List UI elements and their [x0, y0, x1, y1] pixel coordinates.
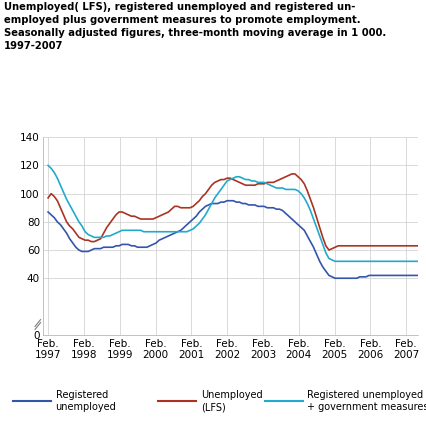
Unemployed
(LFS) — [202, 191, 207, 196]
Registered unemployed
+ government measures — [82, 229, 87, 234]
Registered unemployed
+ government measures — [46, 163, 51, 168]
Line: Registered
unemployed: Registered unemployed — [48, 201, 417, 278]
Text: Unemployed( LFS), registered unemployed and registered un-
employed plus governm: Unemployed( LFS), registered unemployed … — [4, 2, 386, 51]
Unemployed
(LFS) — [397, 243, 402, 248]
Unemployed
(LFS) — [289, 171, 294, 176]
Unemployed
(LFS) — [132, 214, 137, 219]
Line: Unemployed
(LFS): Unemployed (LFS) — [48, 174, 417, 250]
Registered
unemployed — [397, 273, 402, 278]
Registered unemployed
+ government measures — [393, 259, 398, 264]
Registered
unemployed — [82, 249, 87, 254]
Registered
unemployed — [224, 198, 229, 203]
Registered unemployed
+ government measures — [276, 185, 282, 190]
Unemployed
(LFS) — [298, 177, 303, 182]
Registered
unemployed — [415, 273, 420, 278]
Text: Unemployed
(LFS): Unemployed (LFS) — [200, 390, 262, 412]
Text: Registered unemployed
+ government measures: Registered unemployed + government measu… — [307, 390, 426, 412]
Registered
unemployed — [298, 225, 303, 230]
Registered
unemployed — [46, 209, 51, 214]
Unemployed
(LFS) — [82, 238, 87, 243]
Registered
unemployed — [132, 243, 137, 248]
Text: Registered
unemployed: Registered unemployed — [55, 390, 116, 412]
Registered unemployed
+ government measures — [132, 228, 137, 233]
Registered unemployed
+ government measures — [295, 188, 300, 193]
Line: Registered unemployed
+ government measures: Registered unemployed + government measu… — [48, 166, 417, 261]
Unemployed
(LFS) — [325, 248, 331, 253]
Registered
unemployed — [202, 204, 207, 209]
Registered
unemployed — [279, 208, 285, 213]
Registered unemployed
+ government measures — [415, 259, 420, 264]
Unemployed
(LFS) — [46, 195, 51, 200]
Registered unemployed
+ government measures — [332, 259, 337, 264]
Unemployed
(LFS) — [276, 177, 282, 182]
Registered unemployed
+ government measures — [202, 212, 207, 218]
Registered
unemployed — [332, 276, 337, 281]
Unemployed
(LFS) — [415, 243, 420, 248]
